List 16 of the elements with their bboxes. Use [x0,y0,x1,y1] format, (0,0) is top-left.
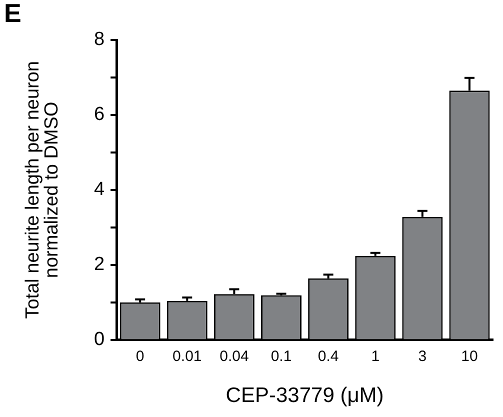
x-tick-label: 0 [136,348,144,365]
x-tick-label: 0.01 [172,348,202,365]
y-tick-label: 8 [94,29,105,50]
x-tick-label: 3 [418,348,427,365]
y-tick-label: 4 [94,179,105,200]
y-tick-label: 2 [94,254,105,276]
x-tick-label: 0.04 [220,348,249,365]
y-tick-label: 0 [94,329,105,350]
text: E [4,0,22,28]
y-axis-title: Total neurite length per neuron normalized to DMSO [22,61,63,319]
x-axis-title: CEP-33779 (μM) [226,384,384,408]
y-tick-label: 6 [94,104,105,126]
x-tick-label: 0.1 [270,348,292,365]
x-tick-label: 10 [461,348,478,365]
x-tick-label: 0.4 [318,348,339,365]
x-tick-label: 1 [371,348,380,365]
